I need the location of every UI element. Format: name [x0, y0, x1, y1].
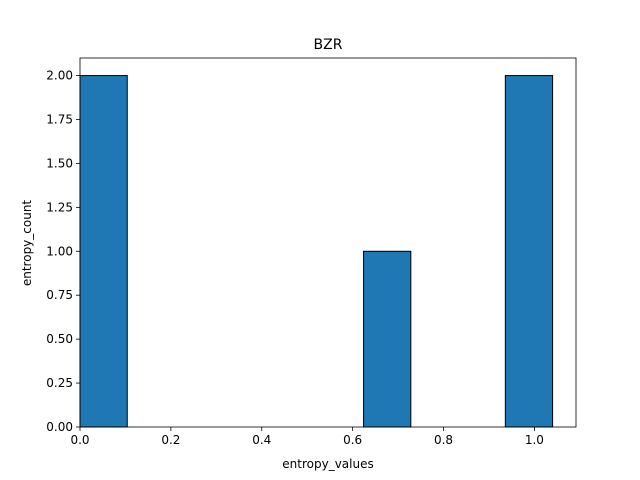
y-tick-label: 0.25: [46, 376, 73, 390]
y-axis-label: entropy_count: [20, 200, 34, 287]
x-tick-label: 0.2: [161, 433, 180, 447]
y-tick-label: 1.25: [46, 200, 73, 214]
y-tick-label: 2.00: [46, 69, 73, 83]
y-tick-label: 0.50: [46, 332, 73, 346]
x-tick-label: 0.0: [70, 433, 89, 447]
x-axis-label: entropy_values: [282, 457, 373, 471]
x-tick-label: 0.4: [252, 433, 271, 447]
bars-group: [79, 75, 554, 428]
y-tick-label: 1.00: [46, 244, 73, 258]
x-tick-label: 0.6: [343, 433, 362, 447]
y-tick-label: 1.50: [46, 156, 73, 170]
plot-area-frame: [79, 57, 577, 428]
y-tick-label: 1.75: [46, 113, 73, 127]
chart-title: BZR: [314, 37, 343, 53]
histogram-bar-6: [363, 250, 412, 428]
histogram-bar-9: [504, 75, 554, 428]
x-tick-label: 0.8: [434, 433, 453, 447]
histogram-bar-0: [79, 75, 128, 428]
y-tick-label: 0.00: [46, 420, 73, 434]
x-ticks-group: 0.0 0.2 0.4 0.6 0.8 1.0: [70, 427, 544, 447]
x-tick-label: 1.0: [525, 433, 544, 447]
y-tick-label: 0.75: [46, 288, 73, 302]
y-ticks-group: 0.00 0.25 0.50 0.75 1.00 1.25 1.50 1.75 2.00: [46, 69, 80, 434]
